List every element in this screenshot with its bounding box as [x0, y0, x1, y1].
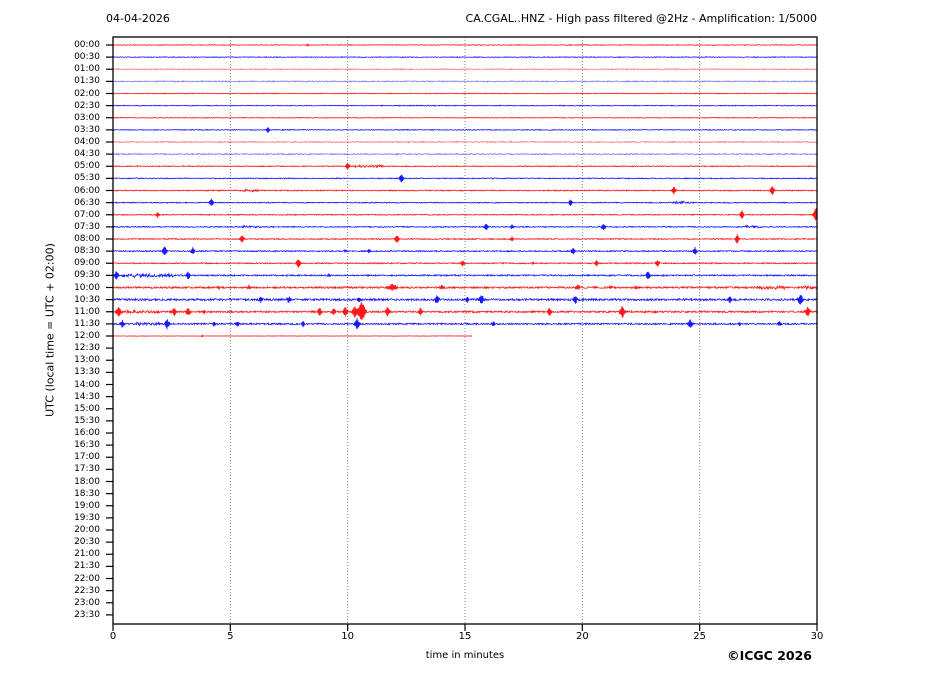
trace-0730 [112, 223, 818, 231]
y-tick-label-0800: 08:00 [74, 234, 100, 244]
y-tick-label-1000: 10:00 [74, 282, 100, 293]
y-tick-label-1500: 15:00 [74, 403, 100, 414]
y-tick-label-0700: 07:00 [74, 209, 100, 220]
trace-0430 [112, 152, 818, 156]
y-tick-label-0430: 04:30 [74, 149, 100, 160]
trace-0330 [112, 126, 818, 133]
y-tick-label-1430: 14:30 [74, 391, 100, 402]
y-tick-label-0100: 01:00 [74, 64, 100, 75]
y-tick-label-0030: 00:30 [74, 52, 100, 63]
trace-0200 [112, 92, 818, 95]
y-tick-label-1700: 17:00 [74, 452, 100, 463]
y-tick-label-2200: 22:00 [74, 573, 100, 584]
y-tick-label-0300: 03:00 [74, 112, 100, 123]
y-tick-label-1230: 12:30 [74, 343, 100, 354]
y-tick-label-1800: 18:00 [74, 476, 100, 487]
trace-0400 [112, 140, 818, 144]
trace-0630 [112, 198, 818, 207]
x-tick-label-15: 15 [458, 631, 472, 642]
plot-title: CA.CGAL..HNZ - High pass filtered @2Hz -… [465, 12, 817, 25]
trace-0500 [112, 163, 818, 170]
trace-1030 [112, 294, 818, 305]
y-tick-label-0630: 06:30 [74, 197, 100, 208]
y-tick-label-1730: 17:30 [74, 464, 100, 475]
trace-1000 [112, 283, 818, 291]
y-tick-label-0000: 00:00 [74, 40, 100, 50]
copyright-text: ©ICGC 2026 [727, 648, 812, 663]
y-tick-label-2130: 21:30 [74, 561, 100, 572]
y-tick-label-0830: 08:30 [74, 246, 100, 257]
trace-1100 [112, 301, 818, 320]
x-tick-label-0: 0 [109, 631, 117, 642]
y-tick-label-2030: 20:30 [74, 537, 100, 548]
x-tick-label-20: 20 [575, 631, 589, 642]
y-tick-label-2230: 22:30 [74, 585, 100, 596]
y-tick-label-1400: 14:00 [74, 379, 100, 390]
y-tick-label-0200: 02:00 [74, 88, 100, 99]
y-tick-label-1600: 16:00 [74, 428, 100, 438]
trace-0230 [112, 104, 818, 107]
trace-0930 [112, 271, 818, 280]
y-tick-label-2100: 21:00 [74, 549, 100, 560]
y-tick-label-1530: 15:30 [74, 415, 100, 426]
y-tick-label-0900: 09:00 [74, 258, 100, 269]
x-tick-label-30: 30 [810, 631, 824, 642]
y-tick-label-1030: 10:30 [74, 294, 100, 305]
y-tick-label-0730: 07:30 [74, 221, 100, 232]
trace-0300 [112, 116, 818, 119]
trace-0130 [112, 79, 818, 83]
y-tick-label-0230: 02:30 [74, 100, 100, 111]
y-tick-label-1330: 13:30 [74, 367, 100, 378]
y-tick-label-0400: 04:00 [74, 137, 100, 147]
trace-0900 [112, 259, 818, 268]
y-tick-label-2300: 23:00 [74, 597, 100, 608]
plot-date: 04-04-2026 [106, 12, 170, 25]
y-tick-label-1130: 11:30 [74, 318, 100, 329]
y-tick-label-1930: 19:30 [74, 512, 100, 523]
trace-0600 [112, 186, 818, 195]
trace-1200 [112, 333, 473, 338]
y-tick-label-1300: 13:00 [74, 355, 100, 366]
y-tick-label-0130: 01:30 [74, 76, 100, 87]
trace-0800 [112, 234, 818, 244]
y-tick-label-0330: 03:30 [74, 124, 100, 135]
x-tick-label-5: 5 [227, 631, 234, 642]
y-tick-label-2330: 23:30 [74, 609, 100, 620]
y-tick-label-0500: 05:00 [74, 161, 100, 172]
y-tick-label-0930: 09:30 [74, 270, 100, 281]
y-tick-label-0530: 05:30 [74, 173, 100, 184]
y-tick-label-1100: 11:00 [74, 306, 100, 317]
y-tick-label-1830: 18:30 [74, 488, 100, 499]
trace-1130 [112, 318, 818, 330]
trace-0100 [112, 67, 818, 71]
x-tick-label-25: 25 [693, 631, 707, 642]
y-tick-label-1900: 19:00 [74, 500, 100, 511]
x-axis-label: time in minutes [425, 650, 505, 661]
trace-0830 [112, 246, 818, 255]
y-tick-label-0600: 06:00 [74, 185, 100, 196]
trace-0000 [112, 43, 818, 48]
y-tick-label-1630: 16:30 [74, 440, 100, 451]
trace-0030 [112, 56, 818, 59]
y-tick-label-2000: 20:00 [74, 525, 100, 535]
trace-0530 [112, 174, 818, 183]
trace-0700 [112, 208, 818, 221]
y-tick-label-1200: 12:00 [74, 331, 100, 341]
x-tick-label-10: 10 [341, 631, 355, 642]
